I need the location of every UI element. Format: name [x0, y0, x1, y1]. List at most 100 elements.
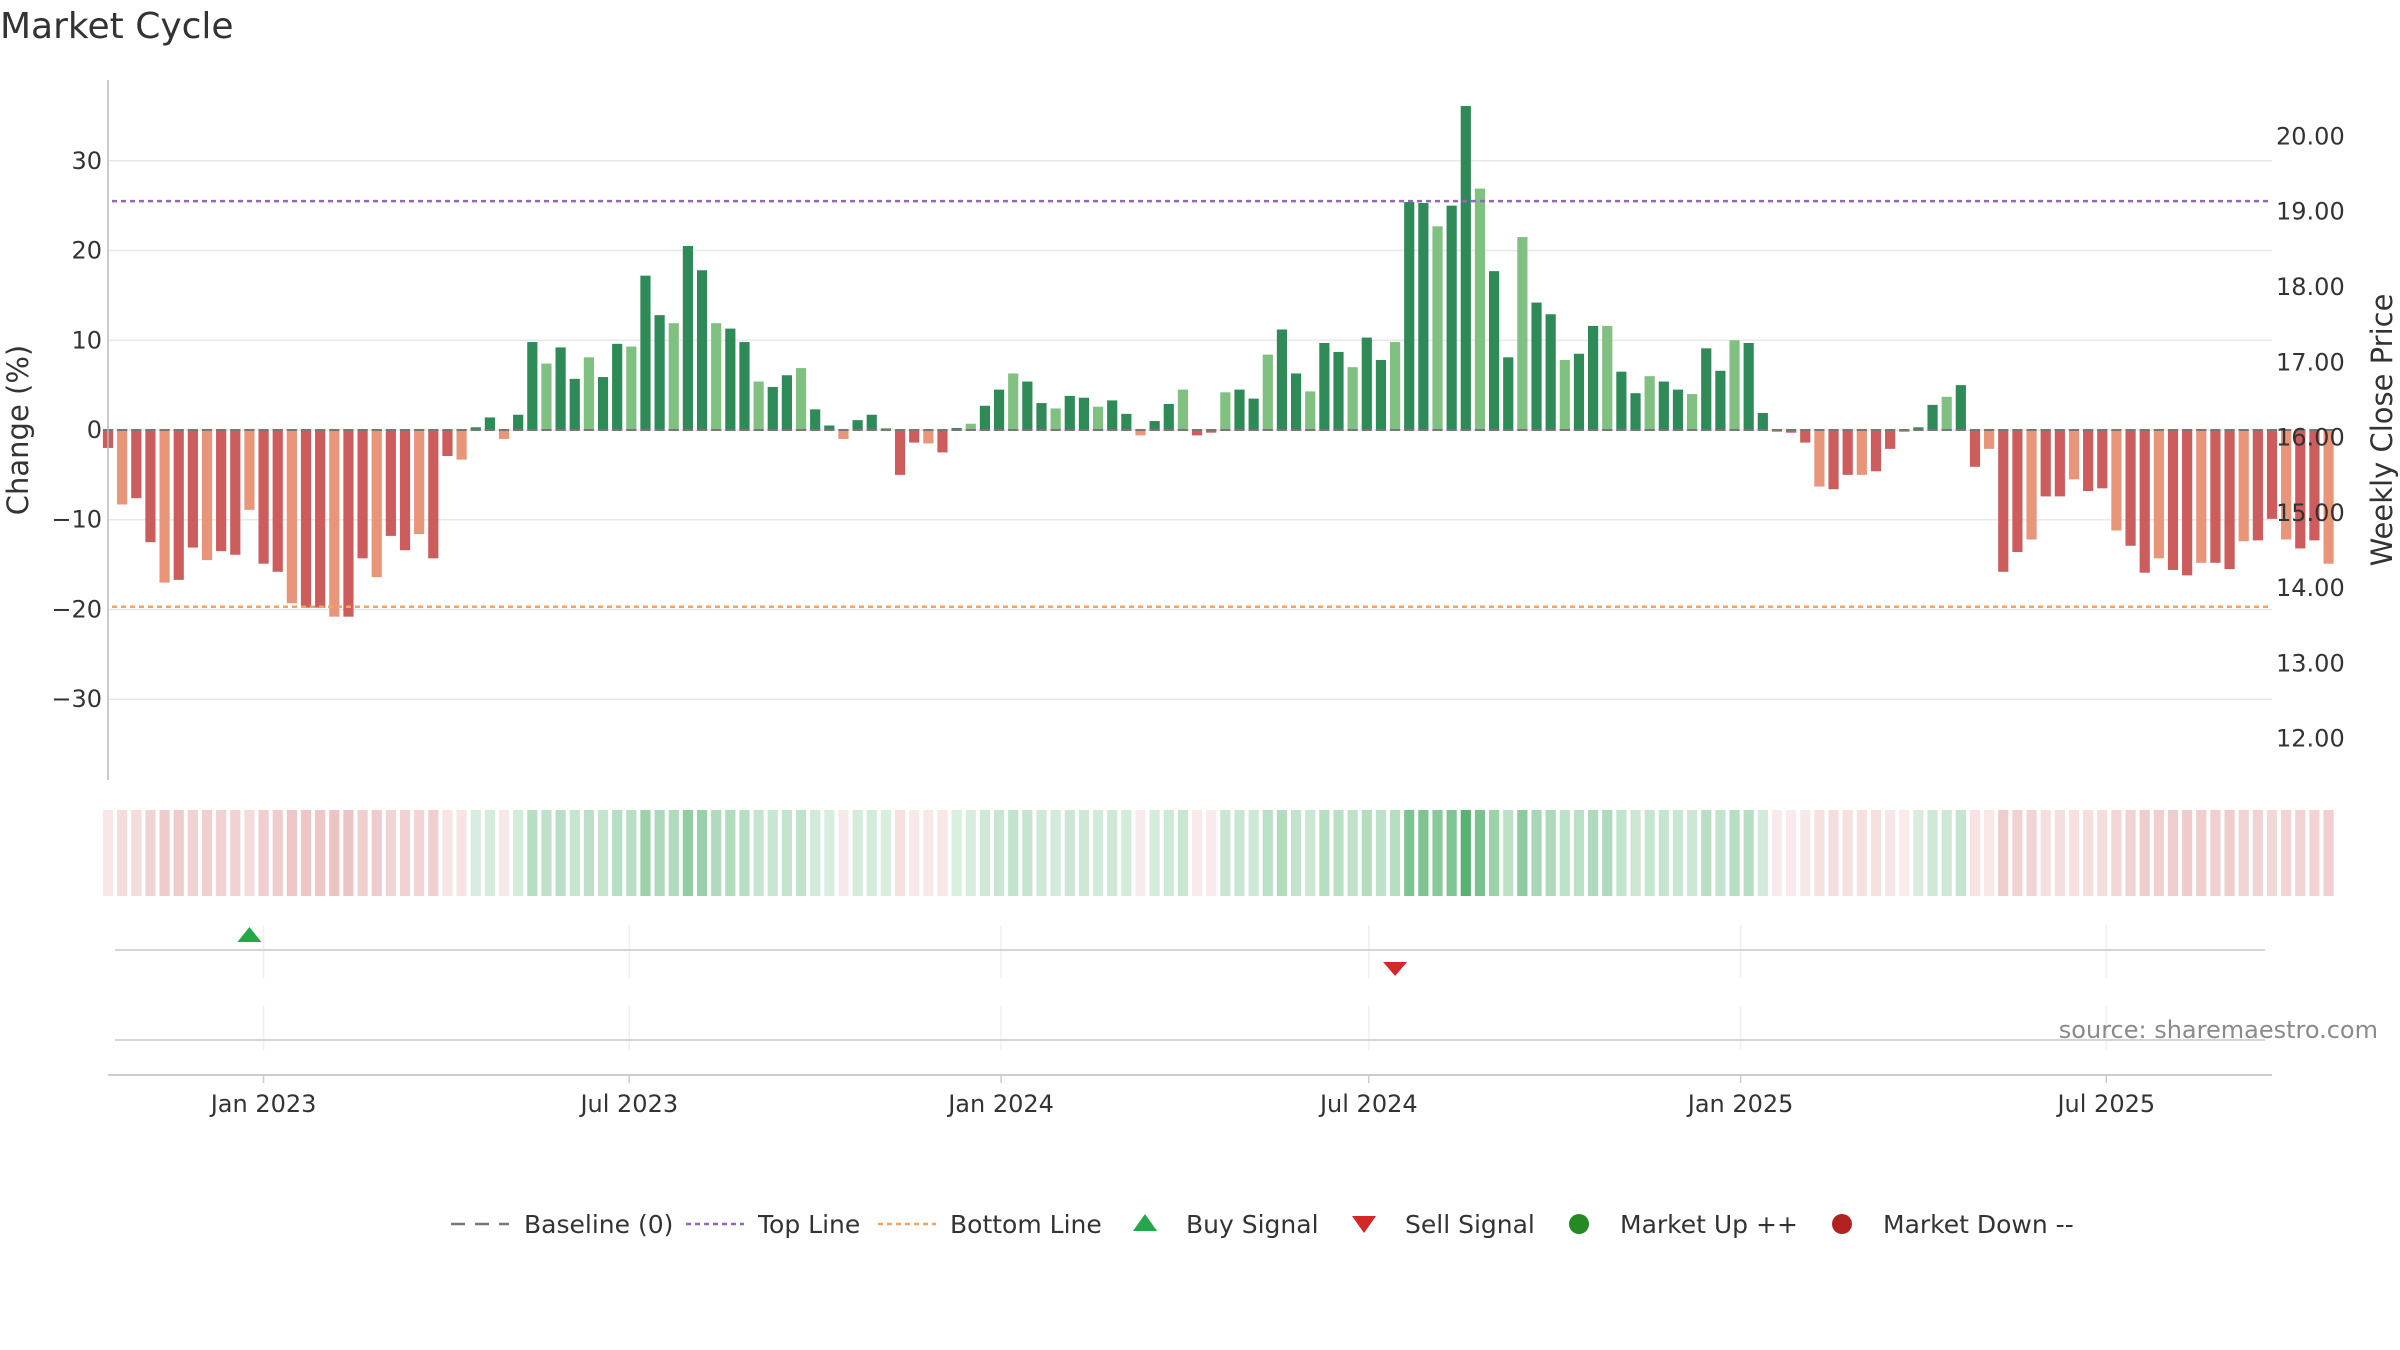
- heat-cell: [1121, 810, 1132, 896]
- heat-cell: [1715, 810, 1726, 896]
- heat-cell: [2153, 810, 2164, 896]
- x-tick-label: Jul 2023: [578, 1090, 678, 1118]
- heat-cell: [824, 810, 835, 896]
- heat-cell: [315, 810, 326, 896]
- heat-cell: [2139, 810, 2150, 896]
- change-bar: [838, 430, 849, 439]
- heat-cell: [1984, 810, 1995, 896]
- change-bar: [1191, 430, 1203, 436]
- change-bar: [2139, 430, 2150, 573]
- heat-cell: [993, 810, 1005, 896]
- change-bar: [1757, 412, 1768, 430]
- change-bar: [1460, 106, 1471, 431]
- heat-cell: [866, 810, 877, 896]
- heat-cell: [1630, 810, 1641, 896]
- change-bar: [2182, 430, 2193, 576]
- change-bar: [385, 430, 396, 536]
- heat-cell: [1955, 810, 1966, 896]
- legend: Baseline (0) Top Line Bottom Line Buy Signa…: [451, 1210, 2074, 1239]
- change-bar: [711, 323, 722, 430]
- heat-cell: [555, 810, 566, 896]
- heat-cell: [2054, 810, 2065, 896]
- heat-cell: [2097, 810, 2108, 896]
- heat-cell: [1389, 810, 1401, 896]
- sell-signal-marker: [1383, 962, 1408, 976]
- change-bar: [498, 430, 510, 439]
- change-bar: [2153, 430, 2164, 559]
- change-bar: [2224, 430, 2235, 570]
- heat-cell: [399, 810, 411, 896]
- heat-cell: [1503, 810, 1514, 896]
- heat-cell: [1969, 810, 1981, 896]
- heat-cell: [2111, 810, 2122, 896]
- change-bar: [1064, 395, 1075, 430]
- heat-cell: [1771, 810, 1783, 896]
- heat-cell: [1022, 810, 1033, 896]
- change-bar: [1913, 427, 1924, 430]
- heat-cell: [711, 810, 722, 896]
- heat-cell: [2295, 810, 2306, 896]
- change-bar: [1687, 394, 1698, 430]
- change-bar: [1022, 381, 1033, 430]
- legend-buy-signal-swatch: [1133, 1214, 1157, 1231]
- change-bar: [371, 430, 382, 578]
- change-bar: [1672, 389, 1684, 430]
- heat-cell: [1107, 810, 1118, 896]
- change-bar: [753, 381, 764, 430]
- heat-cell: [1488, 810, 1500, 896]
- change-bar: [2167, 430, 2179, 570]
- heat-cell: [2167, 810, 2179, 896]
- change-bar: [1885, 430, 1896, 449]
- heat-cell: [1290, 810, 1302, 896]
- change-bar: [1177, 389, 1189, 430]
- heat-cell: [1206, 810, 1217, 896]
- change-bar: [1092, 406, 1104, 430]
- change-bar: [894, 430, 906, 475]
- change-bar: [1404, 202, 1415, 430]
- heat-cell: [187, 810, 198, 896]
- change-bar: [456, 430, 467, 460]
- change-bar: [1828, 430, 1839, 490]
- heat-cell: [117, 810, 128, 896]
- heat-cell: [414, 810, 425, 896]
- change-bar: [923, 430, 934, 444]
- heat-cell: [201, 810, 213, 896]
- change-bar: [357, 430, 368, 559]
- heat-cell: [696, 810, 708, 896]
- change-bar: [484, 417, 495, 430]
- change-bar: [1941, 396, 1952, 430]
- change-bar: [1984, 430, 1995, 449]
- change-bar: [965, 423, 976, 430]
- heat-cell: [1856, 810, 1867, 896]
- change-bar: [1418, 202, 1429, 430]
- heat-cell: [1531, 810, 1542, 896]
- heat-strip: [102, 810, 2334, 896]
- change-bar: [1545, 314, 1556, 430]
- heat-cell: [937, 810, 948, 896]
- heat-cell: [541, 810, 552, 896]
- change-bar: [513, 414, 524, 430]
- change-bar: [527, 342, 538, 430]
- change-bar: [1800, 430, 1811, 443]
- change-bar: [2012, 430, 2023, 553]
- change-bar: [781, 375, 792, 430]
- change-bar: [399, 430, 411, 551]
- heat-cell: [795, 810, 807, 896]
- change-bar: [2125, 430, 2136, 546]
- heat-cell: [852, 810, 863, 896]
- change-bar: [682, 246, 693, 430]
- heat-cell: [498, 810, 510, 896]
- heat-cell: [173, 810, 184, 896]
- change-bar: [1446, 205, 1457, 430]
- change-bar: [1432, 226, 1443, 430]
- change-bar: [1333, 351, 1344, 430]
- change-bar: [1262, 354, 1273, 430]
- x-tick-label: Jul 2024: [1318, 1090, 1418, 1118]
- change-bar: [1488, 271, 1500, 430]
- change-bar: [159, 430, 170, 583]
- change-bar: [810, 409, 821, 430]
- x-tick-label: Jan 2025: [1686, 1090, 1794, 1118]
- change-bar: [1573, 353, 1585, 430]
- change-bar: [767, 386, 778, 430]
- change-bar: [1206, 430, 1217, 433]
